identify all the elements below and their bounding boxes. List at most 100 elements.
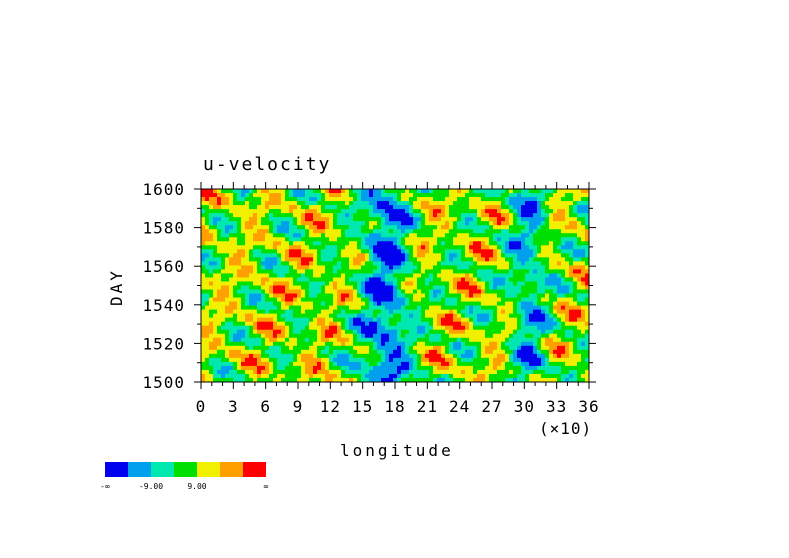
heatmap-cell (345, 301, 350, 306)
heatmap-cell (205, 313, 210, 318)
heatmap-cell (557, 333, 562, 339)
heatmap-cell (525, 361, 530, 367)
heatmap-cell (465, 213, 470, 218)
heatmap-cell (357, 369, 362, 375)
heatmap-cell (537, 249, 542, 254)
heatmap-cell (241, 189, 246, 194)
heatmap-cell (389, 269, 394, 274)
heatmap-cell (301, 373, 306, 379)
heatmap-cell (361, 313, 366, 318)
heatmap-cell (245, 201, 250, 206)
heatmap-cell (465, 357, 470, 363)
heatmap-cell (561, 213, 566, 218)
heatmap-cell (445, 345, 450, 351)
heatmap-cell (309, 209, 314, 214)
heatmap-cell (585, 209, 590, 214)
heatmap-cell (465, 289, 470, 294)
heatmap-cell (441, 245, 446, 250)
heatmap-cell (357, 221, 362, 226)
heatmap-cell (453, 357, 458, 363)
heatmap-cell (301, 369, 306, 375)
heatmap-cell (581, 229, 586, 234)
heatmap-cell (489, 293, 494, 298)
heatmap-cell (285, 309, 290, 314)
heatmap-cell (469, 237, 474, 242)
heatmap-cell (409, 285, 414, 290)
heatmap-cell (393, 341, 398, 347)
heatmap-cell (229, 289, 234, 294)
heatmap-cell (509, 321, 514, 327)
heatmap-cell (233, 313, 238, 318)
heatmap-cell (265, 265, 270, 270)
heatmap-cell (209, 349, 214, 355)
heatmap-cell (513, 293, 518, 298)
heatmap-cell (229, 353, 234, 359)
heatmap-cell (269, 373, 274, 379)
heatmap-cell (345, 325, 350, 331)
heatmap-cell (273, 249, 278, 254)
heatmap-cell (565, 305, 570, 310)
heatmap-cell (257, 317, 262, 322)
heatmap-cell (561, 245, 566, 250)
heatmap-cell (269, 257, 274, 262)
heatmap-cell (421, 217, 426, 222)
heatmap-cell (525, 353, 530, 359)
heatmap-cell (261, 337, 266, 343)
heatmap-cell (413, 193, 418, 198)
heatmap-cell (245, 209, 250, 214)
heatmap-cell (225, 309, 230, 314)
heatmap-cell (461, 373, 466, 379)
heatmap-cell (401, 233, 406, 238)
heatmap-cell (537, 361, 542, 367)
x-tick-label: 27 (481, 397, 502, 416)
heatmap-cell (301, 201, 306, 206)
heatmap-cell (361, 253, 366, 258)
heatmap-cell (257, 313, 262, 318)
heatmap-cell (361, 337, 366, 343)
heatmap-cell (237, 253, 242, 258)
heatmap-cell (453, 229, 458, 234)
heatmap-cell (529, 269, 534, 274)
heatmap-cell (489, 257, 494, 262)
heatmap-cell (381, 285, 386, 290)
heatmap-cell (245, 309, 250, 314)
heatmap-cell (473, 229, 478, 234)
heatmap-cell (345, 361, 350, 367)
heatmap-cell (557, 285, 562, 290)
heatmap-cell (581, 305, 586, 310)
heatmap-cell (437, 329, 442, 335)
heatmap-cell (285, 229, 290, 234)
heatmap-cell (565, 353, 570, 359)
heatmap-cell (577, 233, 582, 238)
heatmap-cell (309, 261, 314, 266)
heatmap-cell (385, 289, 390, 294)
heatmap-cell (357, 229, 362, 234)
heatmap-cell (557, 349, 562, 355)
heatmap-cell (205, 201, 210, 206)
heatmap-cell (573, 281, 578, 286)
heatmap-cell (509, 281, 514, 286)
heatmap-cell (489, 281, 494, 286)
heatmap-cell (257, 273, 262, 278)
heatmap-cell (453, 253, 458, 258)
colorbar-swatch (151, 462, 174, 477)
heatmap-cell (565, 277, 570, 282)
heatmap-cell (557, 245, 562, 250)
heatmap-cell (289, 261, 294, 266)
heatmap-cell (313, 281, 318, 286)
heatmap-cell (429, 245, 434, 250)
y-tick-label: 1520 (142, 334, 185, 353)
heatmap-cell (337, 333, 342, 339)
heatmap-cell (313, 369, 318, 375)
heatmap-cell (485, 325, 490, 331)
heatmap-cell (457, 189, 462, 194)
heatmap-cell (205, 301, 210, 306)
heatmap-cell (321, 325, 326, 331)
heatmap-cell (301, 189, 306, 194)
heatmap-cell (341, 345, 346, 351)
heatmap-cell (505, 321, 510, 327)
heatmap-cell (565, 273, 570, 278)
heatmap-cell (221, 317, 226, 322)
heatmap-cell (269, 197, 274, 202)
heatmap-cell (265, 249, 270, 254)
